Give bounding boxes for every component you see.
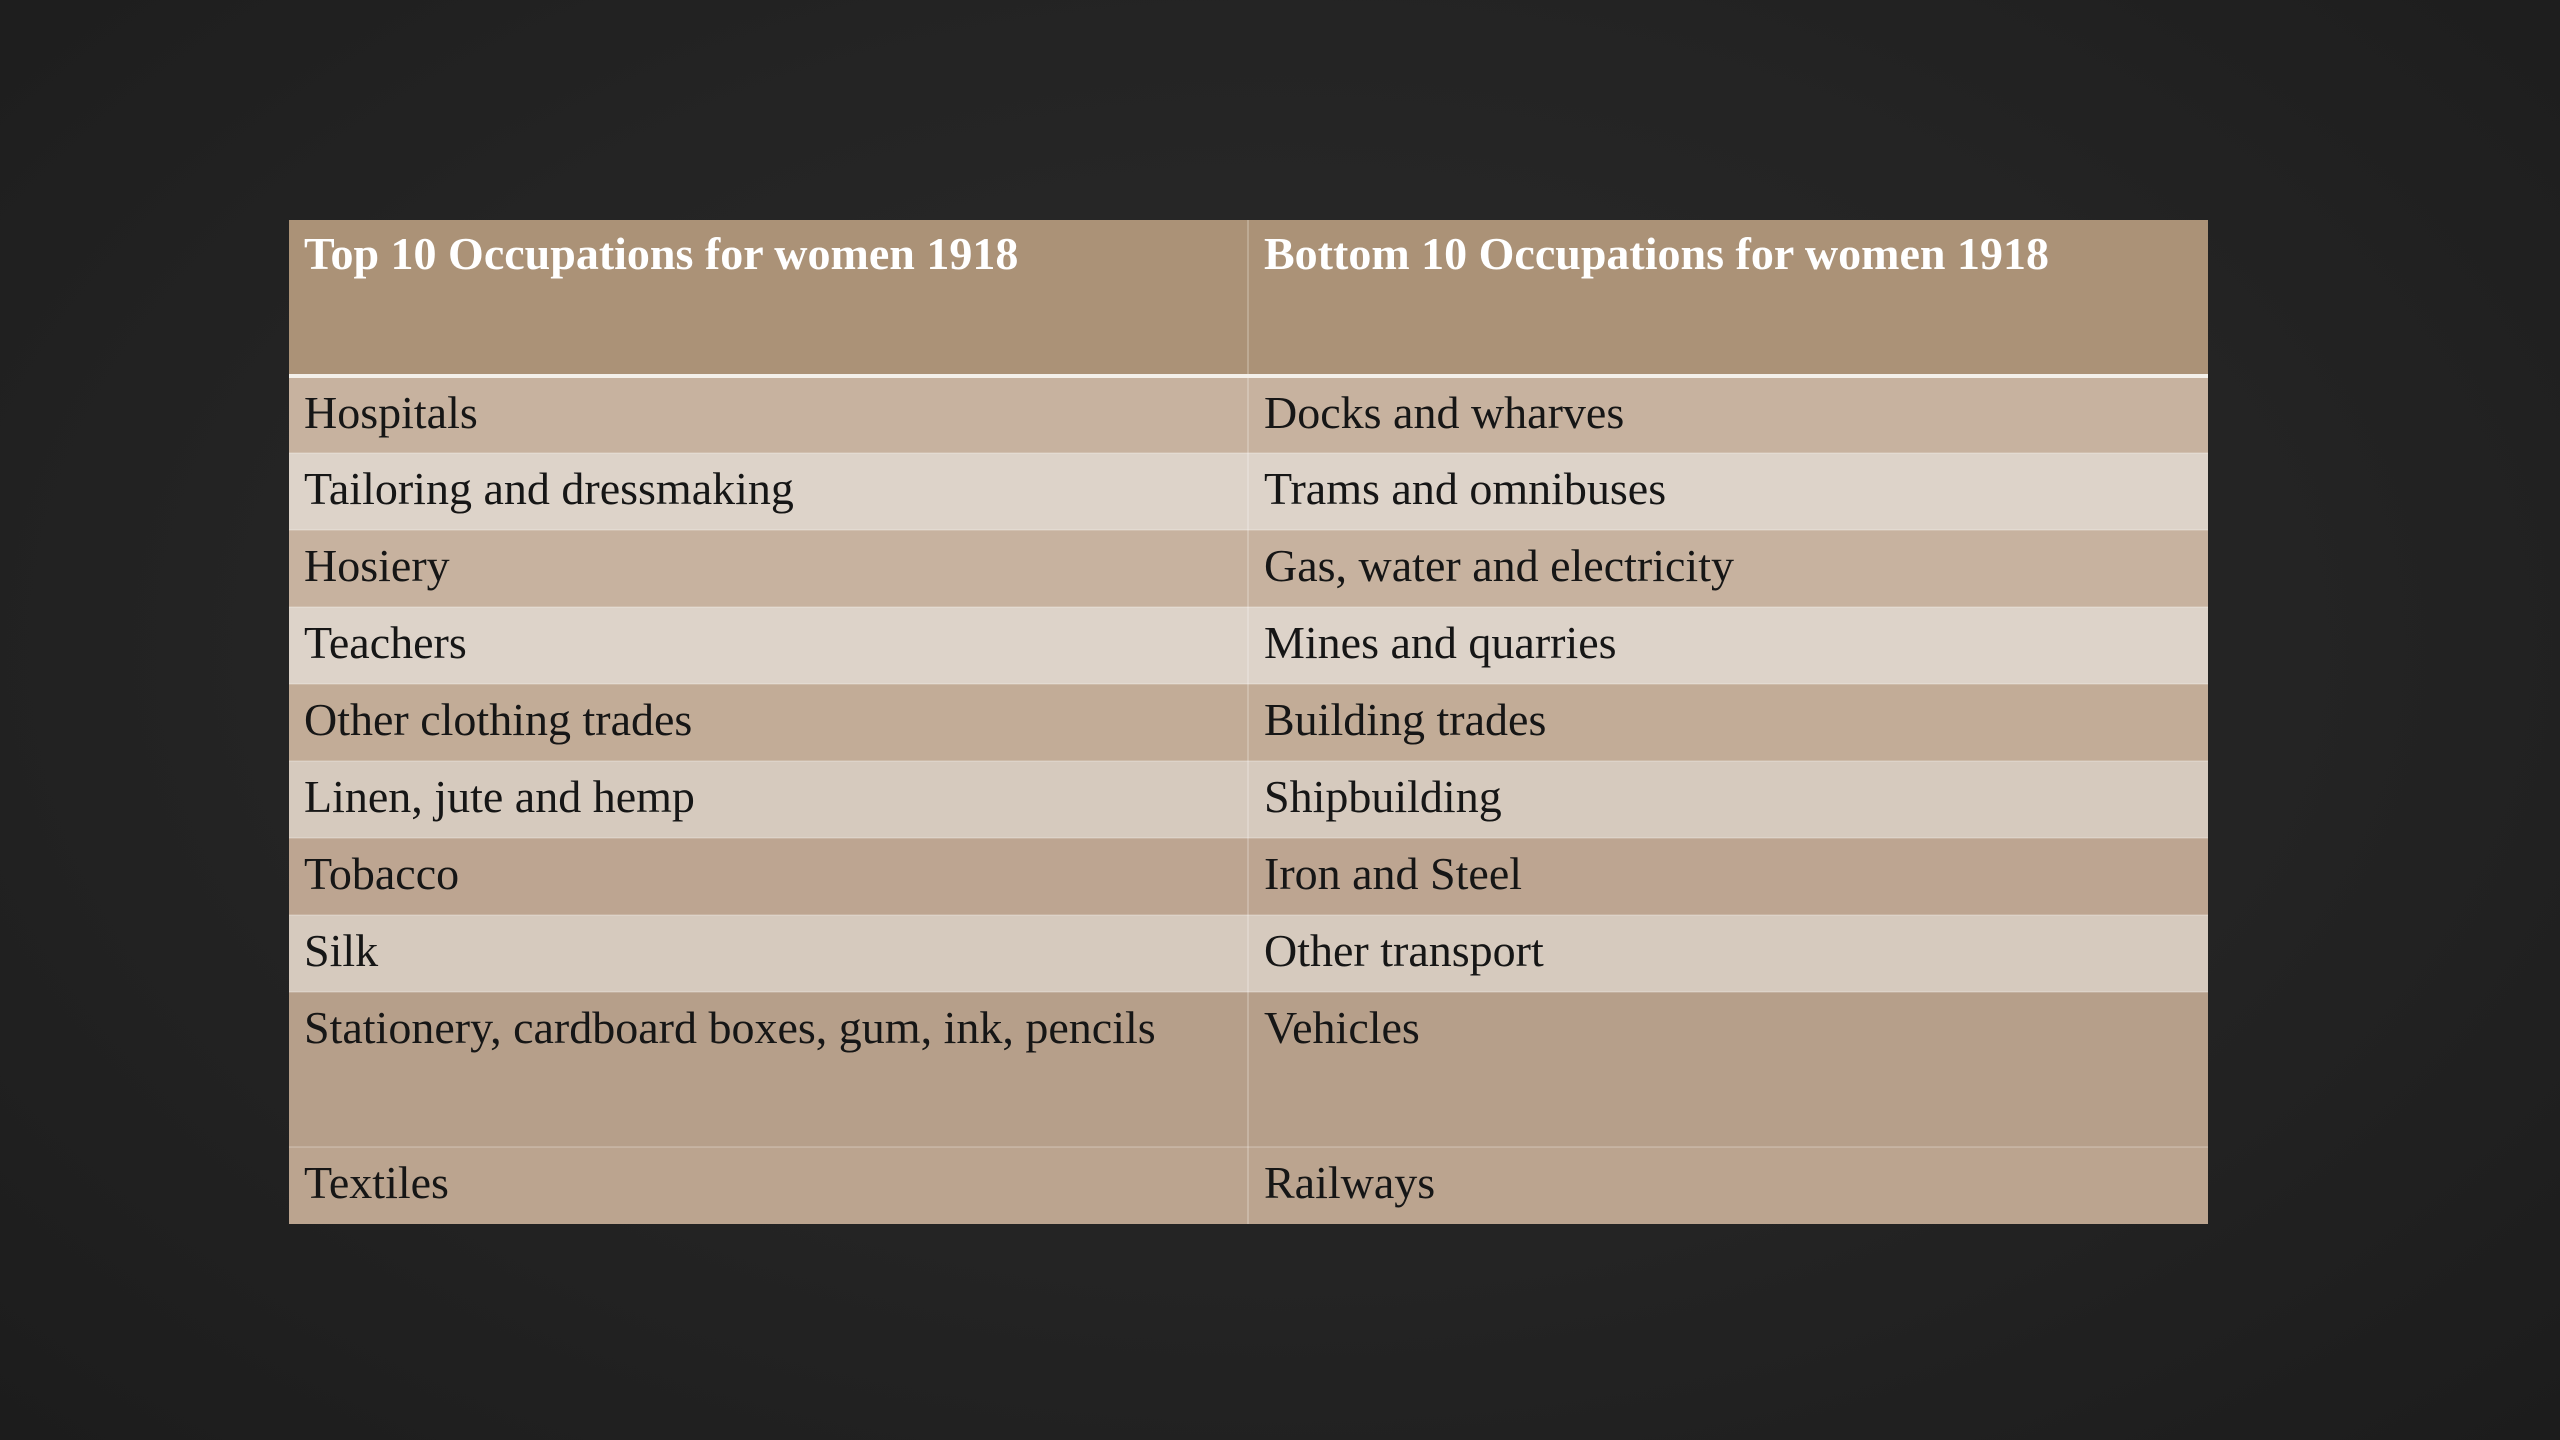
bottom-occupation-cell: Iron and Steel: [1248, 838, 2208, 916]
header-top-occupations: Top 10 Occupations for women 1918: [289, 220, 1249, 378]
bottom-occupation-cell: Gas, water and electricity: [1248, 530, 2208, 608]
top-occupation-cell: Tobacco: [289, 838, 1249, 916]
bottom-occupation-cell: Vehicles: [1248, 992, 2208, 1148]
top-occupation-cell: Silk: [289, 915, 1249, 993]
top-occupation-cell: Hospitals: [289, 376, 1249, 454]
bottom-occupation-cell: Mines and quarries: [1248, 607, 2208, 685]
table-row: Textiles Railways: [289, 1147, 2208, 1224]
table-row: Hosiery Gas, water and electricity: [289, 530, 2208, 608]
top-occupation-cell: Other clothing trades: [289, 684, 1249, 762]
top-occupation-cell: Hosiery: [289, 530, 1249, 608]
top-occupation-cell: Stationery, cardboard boxes, gum, ink, p…: [289, 992, 1249, 1148]
top-occupation-cell: Tailoring and dressmaking: [289, 453, 1249, 531]
bottom-occupation-cell: Docks and wharves: [1248, 376, 2208, 454]
bottom-occupation-cell: Shipbuilding: [1248, 761, 2208, 839]
bottom-occupation-cell: Building trades: [1248, 684, 2208, 762]
table-row: Teachers Mines and quarries: [289, 607, 2208, 685]
table-header-row: Top 10 Occupations for women 1918 Bottom…: [289, 220, 2208, 378]
table-row: Other clothing trades Building trades: [289, 684, 2208, 762]
table-row: Tobacco Iron and Steel: [289, 838, 2208, 916]
table-row: Tailoring and dressmaking Trams and omni…: [289, 453, 2208, 531]
bottom-occupation-cell: Railways: [1248, 1147, 2208, 1224]
bottom-occupation-cell: Other transport: [1248, 915, 2208, 993]
occupations-table: Top 10 Occupations for women 1918 Bottom…: [289, 220, 2208, 1224]
table-row: Silk Other transport: [289, 915, 2208, 993]
table-row: Hospitals Docks and wharves: [289, 376, 2208, 454]
bottom-occupation-cell: Trams and omnibuses: [1248, 453, 2208, 531]
table-row: Stationery, cardboard boxes, gum, ink, p…: [289, 992, 2208, 1148]
table-row: Linen, jute and hemp Shipbuilding: [289, 761, 2208, 839]
top-occupation-cell: Linen, jute and hemp: [289, 761, 1249, 839]
top-occupation-cell: Teachers: [289, 607, 1249, 685]
header-bottom-occupations: Bottom 10 Occupations for women 1918: [1248, 220, 2208, 378]
top-occupation-cell: Textiles: [289, 1147, 1249, 1224]
